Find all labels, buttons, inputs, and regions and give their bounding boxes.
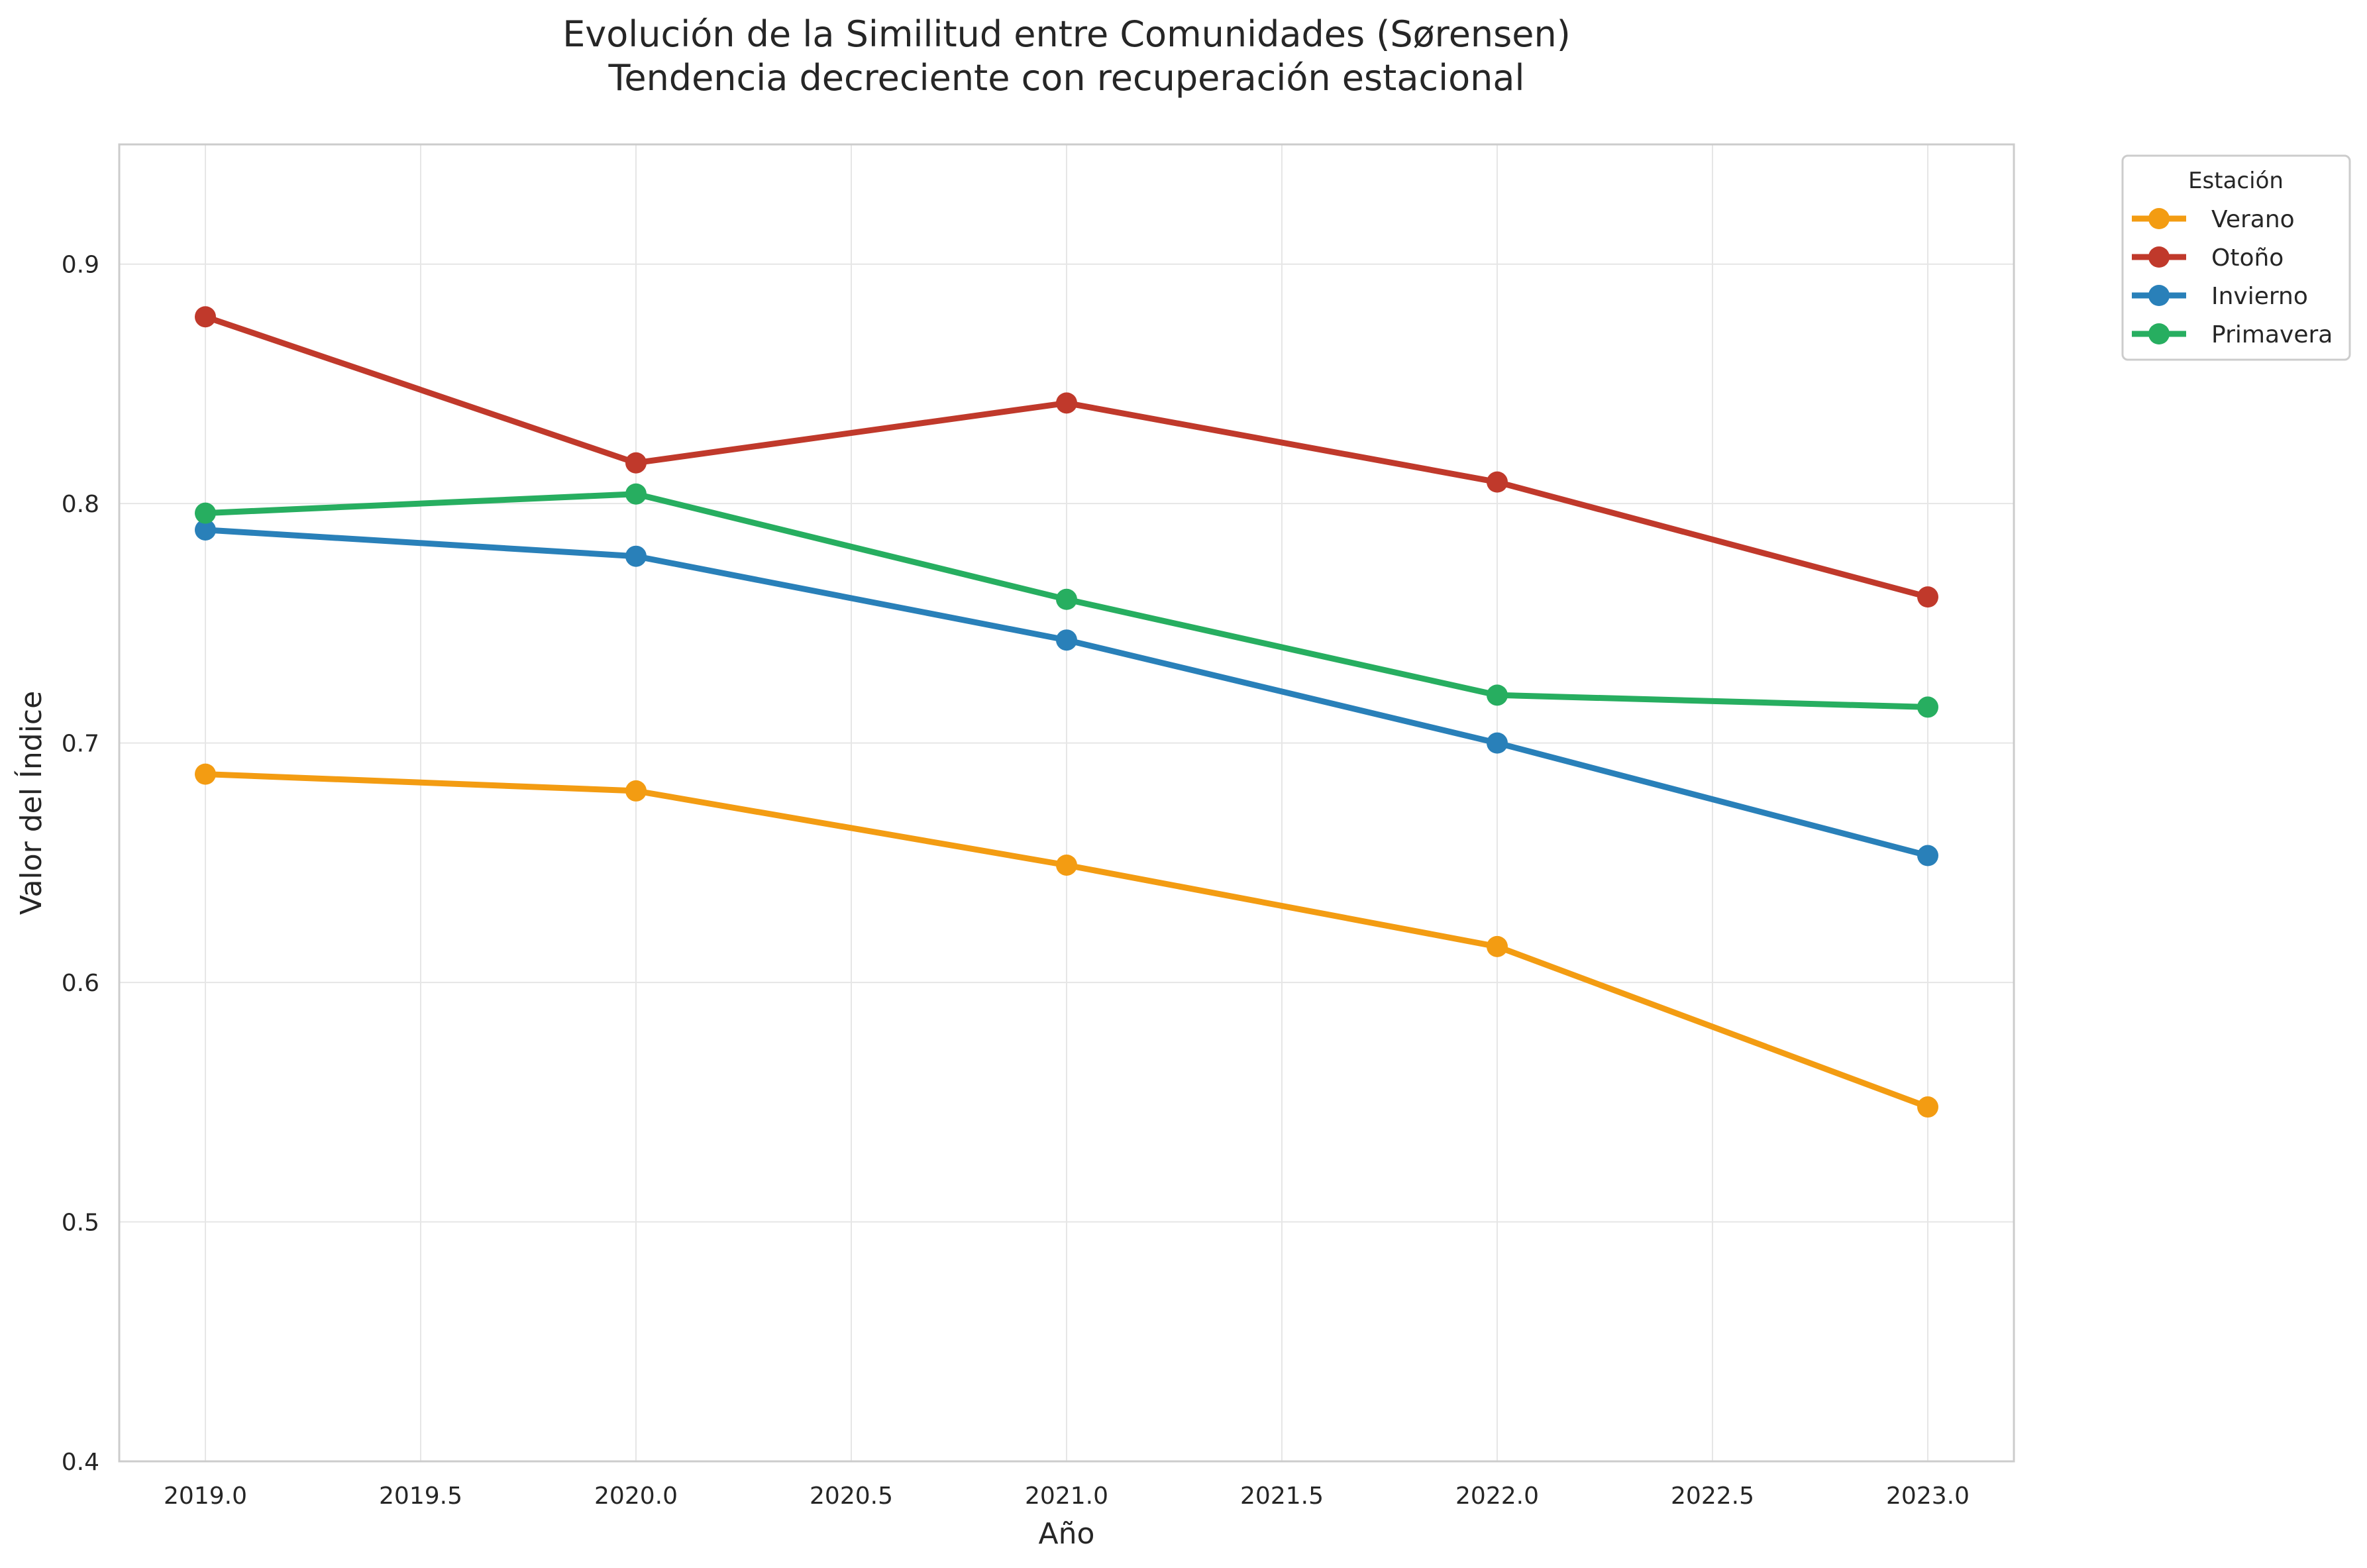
plot-frame [118, 143, 2015, 1463]
legend-swatch-marker [2148, 323, 2170, 344]
legend-item-primavera: Primavera [2132, 321, 2333, 348]
legend-item-verano: Verano [2132, 206, 2295, 233]
data-point-invierno [625, 545, 647, 567]
chart-title: Evolución de la Similitud entre Comunida… [562, 13, 1571, 55]
y-tick-label: 0.4 [62, 1449, 99, 1476]
legend-item-invierno: Invierno [2132, 283, 2308, 310]
x-tick-label: 2023.0 [1886, 1483, 1970, 1510]
data-point-invierno [1487, 732, 1508, 754]
series-verano [195, 763, 1938, 1118]
x-tick-label: 2021.0 [1025, 1483, 1108, 1510]
y-axis-label: Valor del Índice [13, 691, 48, 915]
legend-items: Verano Otoño Invierno Primavera [2132, 206, 2333, 348]
y-axis-ticks: 0.4 0.5 0.6 0.7 0.8 0.9 [62, 252, 99, 1476]
x-tick-label: 2019.0 [164, 1483, 247, 1510]
y-tick-label: 0.6 [62, 970, 99, 997]
data-point-otono [195, 306, 216, 328]
x-tick-label: 2022.0 [1455, 1483, 1539, 1510]
data-point-otono [625, 452, 647, 474]
data-point-verano [1056, 854, 1077, 876]
data-point-invierno [1056, 629, 1077, 651]
data-point-verano [1917, 1096, 1938, 1118]
data-point-primavera [625, 483, 647, 505]
series-otono [195, 306, 1938, 608]
series-layer [195, 306, 1938, 1118]
y-tick-label: 0.9 [62, 252, 99, 279]
data-point-otono [1917, 586, 1938, 608]
data-point-otono [1056, 392, 1077, 414]
legend-swatch-marker [2148, 208, 2170, 229]
legend-item-otono: Otoño [2132, 244, 2284, 272]
x-axis-ticks: 2019.0 2019.5 2020.0 2020.5 2021.0 2021.5 2022… [164, 1483, 1970, 1510]
data-point-invierno [1917, 845, 1938, 866]
x-tick-label: 2022.5 [1671, 1483, 1754, 1510]
x-tick-label: 2019.5 [379, 1483, 462, 1510]
data-point-otono [1487, 471, 1508, 493]
x-axis-label: Año [1039, 1517, 1095, 1551]
x-tick-label: 2020.5 [810, 1483, 893, 1510]
data-point-primavera [195, 502, 216, 524]
legend: Estación Verano Otoño Invierno Primavera [2121, 154, 2351, 361]
legend-label: Otoño [2211, 244, 2284, 272]
data-point-verano [195, 763, 216, 785]
series-invierno [195, 519, 1938, 866]
y-tick-label: 0.5 [62, 1210, 99, 1237]
legend-title: Estación [2188, 168, 2284, 194]
x-tick-label: 2020.0 [594, 1483, 678, 1510]
data-point-verano [1487, 935, 1508, 957]
legend-swatch-marker [2148, 285, 2170, 306]
legend-label: Invierno [2211, 283, 2308, 310]
data-point-primavera [1056, 588, 1077, 610]
y-tick-label: 0.7 [62, 731, 99, 758]
y-tick-label: 0.8 [62, 491, 99, 518]
legend-label: Verano [2211, 206, 2295, 233]
series-primavera [195, 483, 1938, 718]
x-tick-label: 2021.5 [1240, 1483, 1324, 1510]
chart-subtitle: Tendencia decreciente con recuperación e… [608, 57, 1525, 99]
legend-swatch-marker [2148, 246, 2170, 268]
legend-box [2121, 154, 2351, 361]
legend-label: Primavera [2211, 321, 2333, 348]
data-point-primavera [1917, 696, 1938, 718]
data-point-verano [625, 780, 647, 802]
data-point-invierno [195, 519, 216, 541]
data-point-primavera [1487, 684, 1508, 706]
